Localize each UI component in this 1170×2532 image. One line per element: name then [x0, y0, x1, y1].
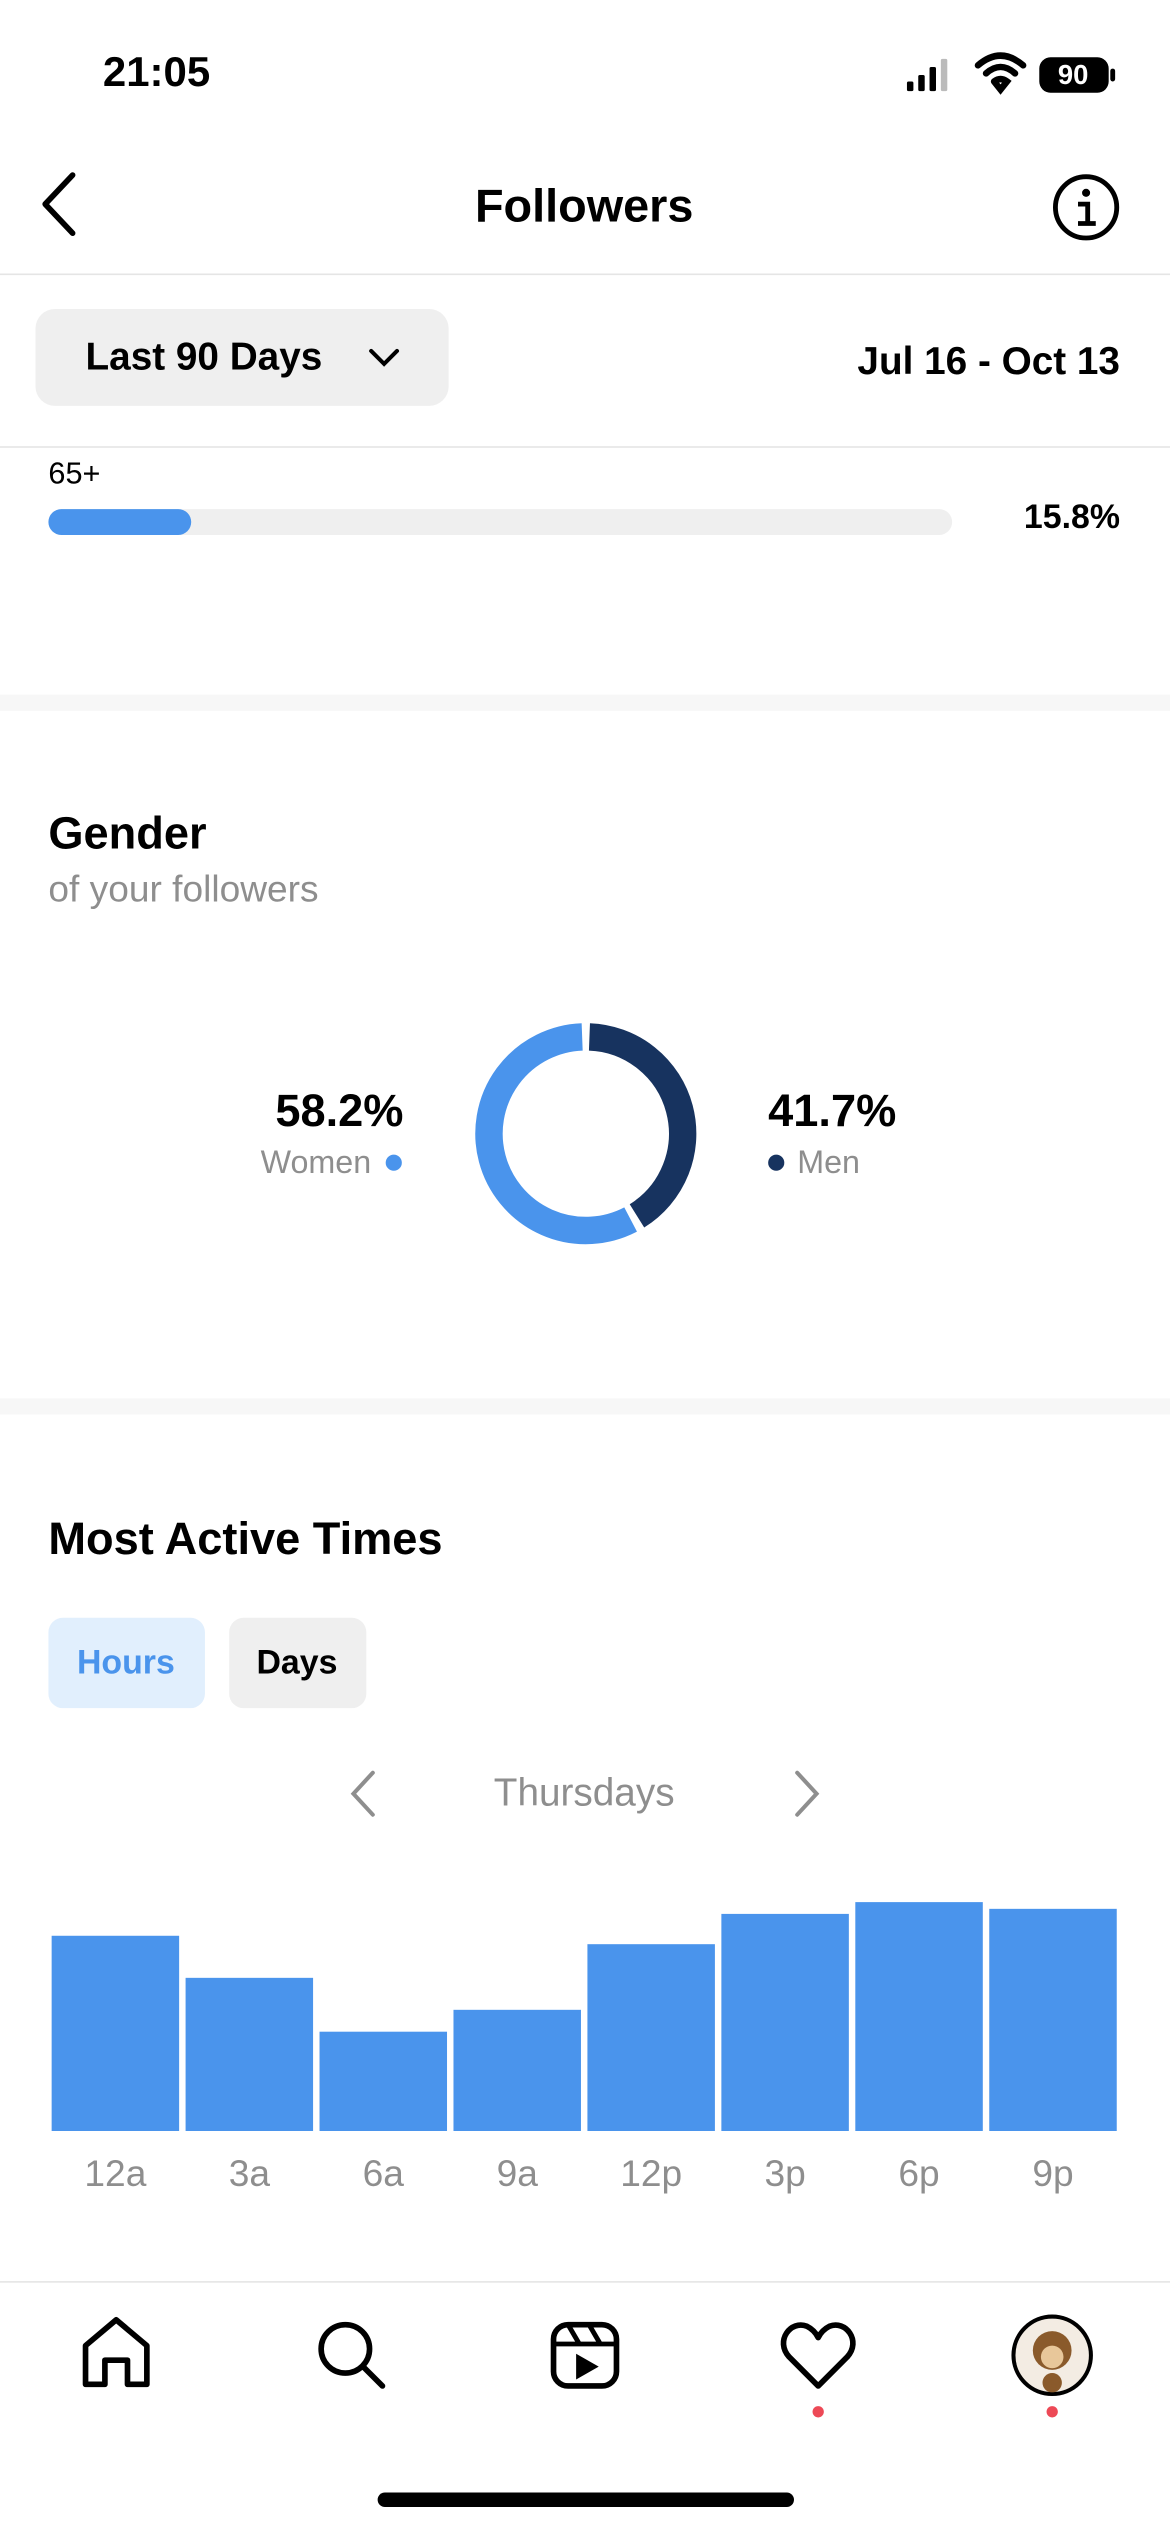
- section-title: Most Active Times: [48, 1513, 442, 1564]
- x-tick-label: 9p: [1032, 2152, 1073, 2194]
- bar: [453, 2009, 581, 2131]
- profile-tab[interactable]: [1011, 2314, 1093, 2397]
- x-tick-label: 3a: [229, 2152, 271, 2194]
- notification-dot: [812, 2406, 824, 2418]
- page-title: Followers: [475, 179, 693, 231]
- signal-icon: [906, 58, 948, 92]
- x-tick-label: 6p: [898, 2152, 939, 2194]
- bar: [721, 1913, 849, 2131]
- legend-dot: [768, 1154, 785, 1171]
- men-percent: 41.7%: [768, 1085, 896, 1136]
- date-range: Jul 16 - Oct 13: [857, 340, 1120, 383]
- tab-days[interactable]: [229, 1617, 367, 1709]
- search-tab[interactable]: [318, 2321, 386, 2389]
- x-tick-label: 12a: [84, 2152, 146, 2194]
- info-button[interactable]: [1053, 174, 1120, 241]
- women-legend: Women: [261, 1144, 372, 1180]
- divider: [0, 446, 1170, 448]
- section-title: Gender: [48, 808, 206, 859]
- section-divider: [0, 694, 1170, 711]
- divider: [0, 273, 1170, 276]
- next-day[interactable]: [795, 1770, 820, 1817]
- back-button[interactable]: [42, 172, 76, 236]
- donut-segment: [475, 1023, 637, 1245]
- age-value: 15.8%: [1024, 498, 1120, 536]
- home-tab[interactable]: [82, 2316, 150, 2388]
- divider: [0, 2281, 1170, 2283]
- prev-day[interactable]: [350, 1770, 375, 1817]
- home-indicator: [377, 2492, 794, 2508]
- reels-tab[interactable]: [550, 2321, 620, 2389]
- battery-level: 90: [1058, 59, 1089, 90]
- battery-tip: [1110, 68, 1116, 82]
- bar: [319, 2031, 448, 2131]
- battery-icon: [1039, 57, 1109, 93]
- day-label: Thursdays: [494, 1772, 675, 1815]
- x-tick-label: 6a: [363, 2152, 405, 2194]
- age-label: 65+: [48, 456, 100, 490]
- wifi-icon: [974, 52, 1027, 95]
- tab-label: Days: [256, 1644, 337, 1682]
- bar: [989, 1908, 1117, 2131]
- tab-hours[interactable]: [48, 1617, 205, 1709]
- bar: [51, 1935, 180, 2131]
- activity-tab[interactable]: [780, 2322, 856, 2389]
- notification-dot: [1046, 2406, 1058, 2418]
- bar: [587, 1944, 715, 2131]
- x-tick-label: 12p: [620, 2152, 682, 2194]
- x-tick-label: 3p: [764, 2152, 805, 2194]
- section-divider: [0, 1398, 1170, 1415]
- men-legend: Men: [797, 1144, 860, 1180]
- range-label: Last 90 Days: [86, 335, 323, 378]
- bar: [185, 1977, 314, 2131]
- bar: [855, 1902, 983, 2131]
- donut-segment: [588, 1023, 697, 1228]
- x-tick-label: 9a: [497, 2152, 539, 2194]
- tab-label: Hours: [77, 1644, 175, 1682]
- age-track: [48, 509, 953, 535]
- women-percent: 58.2%: [275, 1085, 403, 1136]
- status-time: 21:05: [103, 48, 210, 95]
- legend-dot: [385, 1154, 402, 1171]
- range-dropdown[interactable]: Last 90 Days: [35, 309, 449, 406]
- age-bar: [48, 509, 192, 535]
- section-subtitle: of your followers: [48, 867, 318, 909]
